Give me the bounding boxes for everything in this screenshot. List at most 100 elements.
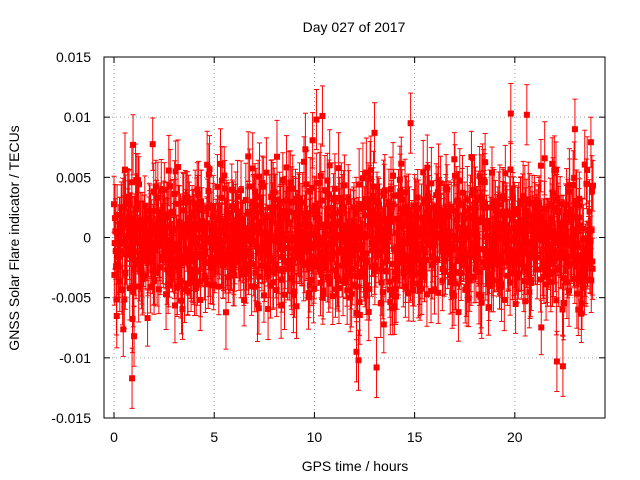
data-point bbox=[398, 196, 405, 203]
data-point bbox=[511, 206, 518, 213]
data-point bbox=[366, 233, 373, 240]
data-point bbox=[463, 286, 470, 293]
data-point bbox=[344, 243, 351, 250]
data-point bbox=[496, 195, 503, 202]
data-point bbox=[367, 167, 374, 174]
data-point bbox=[420, 169, 427, 176]
data-point bbox=[482, 159, 489, 166]
data-point bbox=[434, 256, 441, 263]
data-point bbox=[488, 239, 495, 246]
data-point bbox=[177, 279, 184, 286]
data-point bbox=[395, 192, 402, 199]
data-point bbox=[293, 303, 300, 310]
data-point bbox=[179, 260, 186, 267]
data-point bbox=[379, 289, 386, 296]
data-point bbox=[273, 286, 280, 293]
data-point bbox=[327, 280, 334, 287]
data-point bbox=[147, 284, 154, 291]
data-point bbox=[160, 256, 167, 263]
data-point bbox=[382, 229, 389, 236]
data-point bbox=[204, 161, 211, 168]
data-point bbox=[245, 153, 252, 160]
data-point bbox=[484, 263, 491, 270]
data-point bbox=[503, 208, 510, 215]
data-point bbox=[340, 278, 347, 285]
data-point bbox=[515, 224, 522, 231]
data-point bbox=[475, 256, 482, 263]
data-point bbox=[405, 289, 412, 296]
data-point bbox=[378, 226, 385, 233]
data-point bbox=[444, 186, 451, 193]
data-point bbox=[319, 197, 326, 204]
data-point bbox=[253, 202, 260, 209]
data-point bbox=[438, 245, 445, 252]
data-point bbox=[414, 252, 421, 259]
data-point bbox=[230, 266, 237, 273]
data-point bbox=[381, 192, 388, 199]
data-point bbox=[265, 270, 272, 277]
data-point bbox=[435, 289, 442, 296]
data-point bbox=[326, 162, 333, 169]
data-point bbox=[313, 180, 320, 187]
data-point bbox=[159, 220, 166, 227]
data-point bbox=[302, 146, 309, 153]
data-point bbox=[194, 186, 201, 193]
data-point bbox=[122, 270, 129, 277]
data-point bbox=[281, 209, 288, 216]
data-point bbox=[375, 221, 382, 228]
data-point bbox=[239, 223, 246, 230]
data-point bbox=[351, 204, 358, 211]
data-point bbox=[305, 290, 312, 297]
data-point bbox=[428, 180, 435, 187]
data-point bbox=[402, 265, 409, 272]
data-point bbox=[146, 208, 153, 215]
data-point bbox=[345, 194, 352, 201]
data-point bbox=[224, 215, 231, 222]
data-point bbox=[126, 200, 133, 207]
data-point bbox=[291, 288, 298, 295]
data-point bbox=[170, 227, 177, 234]
data-point bbox=[389, 260, 396, 267]
data-point bbox=[465, 295, 472, 302]
data-point bbox=[478, 299, 485, 306]
data-point bbox=[519, 240, 526, 247]
data-point bbox=[423, 210, 430, 217]
data-point bbox=[163, 257, 170, 264]
data-point bbox=[411, 202, 418, 209]
data-point bbox=[251, 208, 258, 215]
data-point bbox=[309, 137, 316, 144]
data-point bbox=[120, 205, 127, 212]
data-point bbox=[500, 195, 507, 202]
data-point bbox=[251, 283, 258, 290]
data-point bbox=[417, 282, 424, 289]
data-point bbox=[190, 212, 197, 219]
data-point bbox=[172, 200, 179, 207]
data-point bbox=[514, 274, 521, 281]
data-point bbox=[494, 230, 501, 237]
data-point bbox=[534, 254, 541, 261]
data-point bbox=[138, 267, 145, 274]
data-point bbox=[490, 277, 497, 284]
data-point bbox=[204, 234, 211, 241]
data-point bbox=[500, 248, 507, 255]
data-point bbox=[338, 222, 345, 229]
data-point bbox=[126, 285, 133, 292]
data-point bbox=[495, 201, 502, 208]
data-point bbox=[484, 225, 491, 232]
data-point bbox=[453, 269, 460, 276]
data-point bbox=[252, 188, 259, 195]
data-point bbox=[166, 236, 173, 243]
data-point bbox=[209, 265, 216, 272]
data-point bbox=[134, 177, 141, 184]
data-point bbox=[152, 246, 159, 253]
data-point bbox=[442, 256, 449, 263]
data-point bbox=[394, 215, 401, 222]
data-point bbox=[385, 201, 392, 208]
data-point bbox=[316, 235, 323, 242]
data-point bbox=[178, 297, 185, 304]
data-point bbox=[320, 288, 327, 295]
data-point bbox=[229, 219, 236, 226]
data-point bbox=[361, 269, 368, 276]
data-point bbox=[480, 259, 487, 266]
data-point bbox=[393, 230, 400, 237]
